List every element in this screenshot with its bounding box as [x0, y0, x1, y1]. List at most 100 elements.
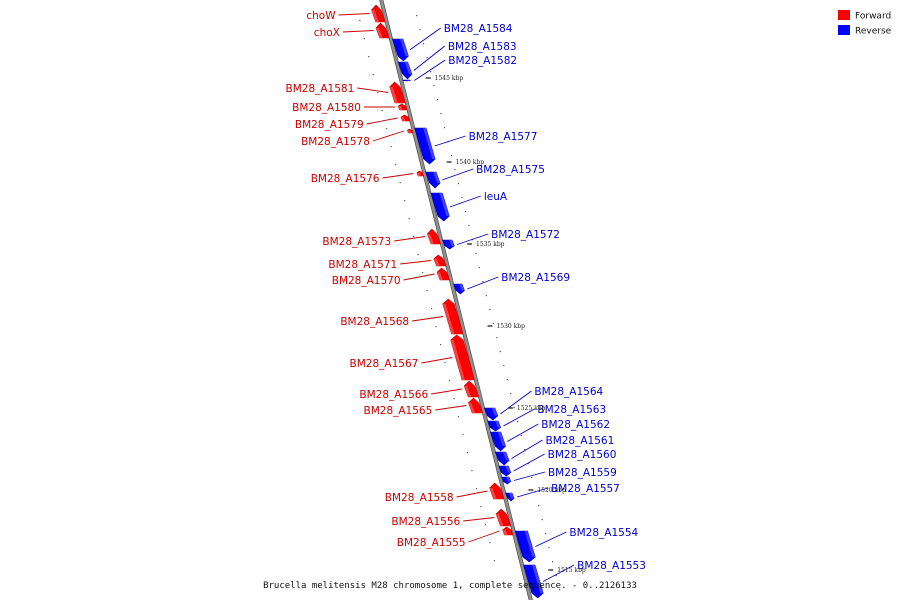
gene-arrow[interactable]: [487, 420, 502, 432]
reverse-gene-bm28-a1577[interactable]: BM28_A1577: [414, 127, 538, 165]
gene-arrow[interactable]: [453, 283, 465, 295]
gene-label[interactable]: BM28_A1582: [448, 55, 517, 67]
gene-label[interactable]: BM28_A1576: [311, 173, 380, 185]
gene-label[interactable]: BM28_A1563: [537, 404, 606, 416]
gene-label[interactable]: leuA: [484, 191, 508, 203]
gene-label[interactable]: BM28_A1579: [295, 119, 364, 131]
gene-label[interactable]: BM28_A1553: [577, 560, 646, 572]
gene-arrow[interactable]: [414, 127, 436, 165]
gene-label[interactable]: BM28_A1560: [548, 449, 617, 461]
gene-arrow[interactable]: [397, 103, 408, 111]
gene-arrow[interactable]: [442, 298, 464, 335]
forward-gene-bm28-a1571[interactable]: BM28_A1571: [328, 254, 447, 271]
gene-arrow[interactable]: [442, 239, 455, 250]
forward-gene-bm28-a1558[interactable]: BM28_A1558: [385, 482, 505, 504]
gene-arrow[interactable]: [514, 530, 536, 563]
gene-arrow[interactable]: [433, 254, 447, 267]
forward-gene-bm28-a1568[interactable]: BM28_A1568: [340, 298, 464, 335]
gene-label[interactable]: BM28_A1557: [551, 483, 620, 495]
gene-arrow[interactable]: [450, 334, 475, 381]
gene-label[interactable]: BM28_A1558: [385, 492, 454, 504]
reverse-gene-bm28-a1582[interactable]: BM28_A1582: [402, 55, 517, 82]
reverse-gene-bm28-a1572[interactable]: BM28_A1572: [442, 229, 560, 250]
gene-arrow[interactable]: [402, 79, 411, 82]
forward-gene-bm28-a1581[interactable]: BM28_A1581: [286, 81, 406, 104]
forward-gene-chow[interactable]: choW: [306, 4, 386, 23]
gene-label[interactable]: BM28_A1564: [534, 386, 603, 398]
gene-arrow[interactable]: [489, 482, 505, 500]
gene-label[interactable]: BM28_A1565: [364, 405, 433, 417]
gene-label[interactable]: BM28_A1573: [322, 236, 391, 248]
reverse-gene-bm28-a1584[interactable]: BM28_A1584: [392, 23, 513, 62]
gene-label[interactable]: BM28_A1570: [332, 275, 401, 287]
forward-gene-bm28-a1573[interactable]: BM28_A1573: [322, 228, 441, 248]
gene-arrow[interactable]: [397, 61, 413, 80]
reverse-gene-leua[interactable]: leuA: [430, 191, 508, 222]
forward-gene-bm28-a1579[interactable]: BM28_A1579: [295, 114, 411, 131]
reverse-gene-bm28-a1559[interactable]: BM28_A1559: [501, 467, 617, 485]
gene-label[interactable]: BM28_A1556: [391, 516, 460, 528]
gene-label[interactable]: BM28_A1561: [545, 435, 614, 447]
forward-gene-bm28-a1556[interactable]: BM28_A1556: [391, 508, 512, 528]
gene-arrow[interactable]: [426, 228, 441, 245]
gene-label[interactable]: choW: [306, 10, 336, 22]
gene-arrow[interactable]: [371, 4, 386, 23]
gene-label[interactable]: choX: [314, 27, 340, 39]
gene-arrow[interactable]: [501, 476, 512, 485]
gene-label[interactable]: BM28_A1581: [286, 83, 355, 95]
gene-arrow[interactable]: [389, 81, 406, 104]
reverse-gene-bm28-a1575[interactable]: BM28_A1575: [425, 164, 545, 189]
gene-arrow[interactable]: [425, 171, 441, 189]
gene-label[interactable]: BM28_A1578: [301, 136, 370, 148]
gene-arrow[interactable]: [375, 22, 390, 39]
gene-label[interactable]: BM28_A1577: [469, 131, 538, 143]
reverse-gene-bm28-a1561[interactable]: BM28_A1561: [494, 435, 614, 466]
reverse-gene-bm28-a1557[interactable]: BM28_A1557: [505, 483, 620, 502]
reverse-gene-bm28-a1563[interactable]: BM28_A1563: [487, 404, 607, 432]
gene-arrow[interactable]: [502, 526, 514, 536]
gene-arrow[interactable]: [483, 407, 499, 421]
reverse-gene-bm28-a1564[interactable]: BM28_A1564: [483, 386, 604, 421]
gene-label[interactable]: BM28_A1575: [476, 164, 545, 176]
forward-gene-bm28-a1566[interactable]: BM28_A1566: [359, 380, 480, 401]
forward-gene-chox[interactable]: choX: [314, 22, 390, 39]
gene-label[interactable]: BM28_A1559: [548, 467, 617, 479]
gene-arrow[interactable]: [495, 508, 512, 527]
forward-gene-bm28-a1570[interactable]: BM28_A1570: [332, 267, 450, 287]
gene-arrow[interactable]: [523, 564, 544, 599]
reverse-gene-bm28-a1583[interactable]: BM28_A1583: [397, 41, 517, 80]
gene-label[interactable]: BM28_A1554: [569, 527, 638, 539]
gene-arrow[interactable]: [400, 114, 411, 122]
forward-gene-bm28-a1565[interactable]: BM28_A1565: [364, 397, 484, 417]
reverse-gene-bm28-a1562[interactable]: BM28_A1562: [489, 419, 610, 452]
gene-arrow[interactable]: [468, 397, 484, 414]
gene-label[interactable]: BM28_A1572: [491, 229, 560, 241]
gene-arrow[interactable]: [436, 267, 450, 281]
gene-label[interactable]: BM28_A1566: [359, 389, 428, 401]
forward-gene-bm28-a1567[interactable]: BM28_A1567: [350, 334, 475, 381]
gene-label[interactable]: BM28_A1562: [541, 419, 610, 431]
forward-gene-bm28-a1576[interactable]: BM28_A1576: [311, 170, 425, 185]
reverse-gene-bm28-a1553[interactable]: BM28_A1553: [523, 560, 646, 599]
gene-arrow[interactable]: [494, 451, 510, 466]
gene-arrow[interactable]: [463, 380, 480, 398]
gene-label[interactable]: BM28_A1584: [444, 23, 513, 35]
gene-label[interactable]: BM28_A1567: [350, 358, 419, 370]
gene-label[interactable]: BM28_A1580: [292, 102, 361, 114]
gene-arrow[interactable]: [498, 465, 512, 477]
reverse-gene-bm28-a1554[interactable]: BM28_A1554: [514, 527, 639, 563]
gene-label[interactable]: BM28_A1568: [340, 316, 409, 328]
gene-label[interactable]: BM28_A1569: [501, 272, 570, 284]
reverse-gene-bm28-a1569[interactable]: BM28_A1569: [453, 272, 571, 295]
reverse-gene-bm28-a1560[interactable]: BM28_A1560: [498, 449, 617, 477]
forward-gene-bm28-a1555[interactable]: BM28_A1555: [397, 526, 514, 549]
gene-arrow[interactable]: [407, 128, 414, 134]
gene-label[interactable]: BM28_A1571: [328, 259, 397, 271]
gene-label[interactable]: BM28_A1555: [397, 537, 466, 549]
forward-gene-bm28-a1578[interactable]: BM28_A1578: [301, 128, 414, 148]
gene-arrow[interactable]: [505, 492, 515, 502]
gene-arrow[interactable]: [489, 431, 506, 452]
gene-label[interactable]: BM28_A1583: [448, 41, 517, 53]
gene-arrow[interactable]: [416, 170, 425, 177]
forward-gene-bm28-a1580[interactable]: BM28_A1580: [292, 102, 408, 114]
